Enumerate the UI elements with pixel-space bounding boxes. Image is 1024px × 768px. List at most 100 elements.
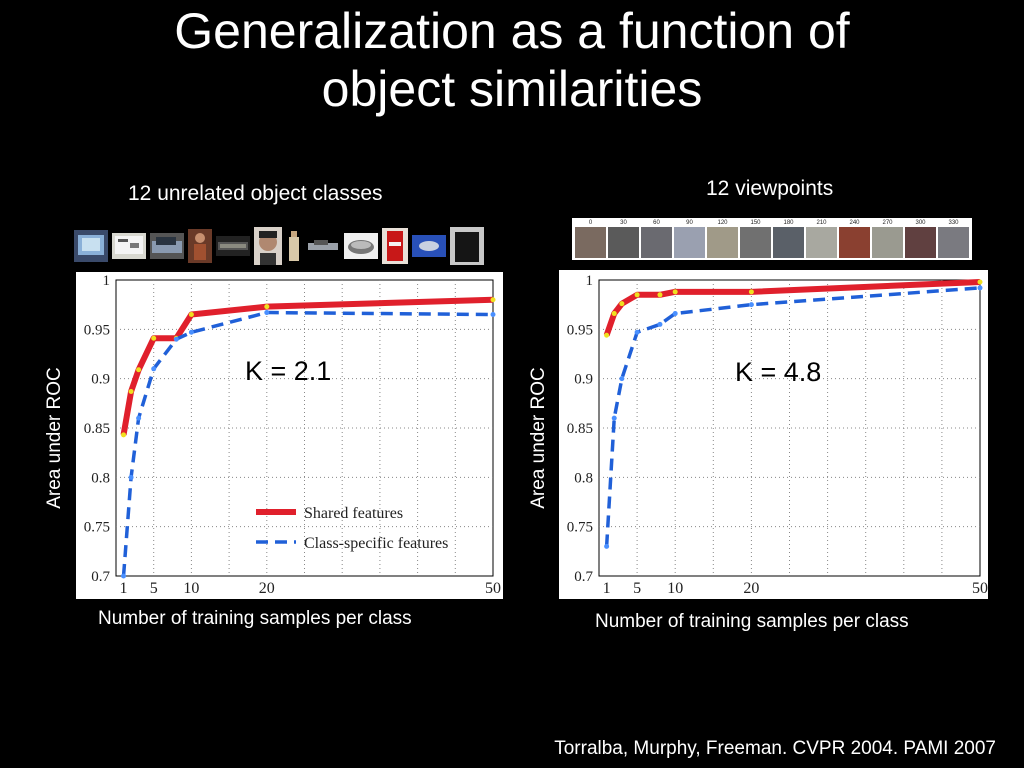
viewpoint-angle-label: 240 — [839, 220, 870, 227]
y-tick-label: 0.8 — [574, 470, 593, 486]
y-tick-label: 0.75 — [84, 520, 110, 536]
y-tick-label: 1 — [103, 273, 111, 289]
y-tick-label: 0.9 — [574, 372, 593, 388]
class-specific-data-point — [151, 366, 157, 372]
can-photo — [382, 228, 408, 264]
y-tick-label: 0.95 — [84, 322, 110, 338]
whiteboard-photo — [112, 233, 146, 259]
shared-data-point — [977, 279, 983, 285]
viewpoint-thumbnail: 60 — [641, 220, 672, 258]
viewpoint-angle-label: 30 — [608, 220, 639, 227]
viewpoint-angle-label: 180 — [773, 220, 804, 227]
class-specific-data-point — [619, 376, 625, 382]
viewpoint-angle-label: 90 — [674, 220, 705, 227]
viewpoint-thumbnail: 330 — [938, 220, 969, 258]
x-tick-label: 1 — [603, 580, 611, 597]
viewpoint-strip: 0 30 60 90 120 150 180 210 240 270 300 330 — [572, 218, 972, 260]
class-specific-data-point — [977, 285, 983, 291]
citation: Torralba, Murphy, Freeman. CVPR 2004. PA… — [554, 738, 996, 759]
y-tick-label: 0.85 — [567, 421, 593, 437]
viewpoint-thumbnail: 30 — [608, 220, 639, 258]
y-tick-label: 0.9 — [91, 372, 110, 388]
y-tick-label: 0.75 — [567, 520, 593, 536]
shared-data-point — [619, 301, 625, 307]
class-specific-data-point — [188, 329, 194, 335]
right-chart: 0.7 0.75 0.8 0.85 0.9 0.95 1 1 5 10 20 50 K = 4.8 — [559, 270, 988, 599]
shared-data-point — [604, 332, 610, 338]
viewpoint-angle-label: 210 — [806, 220, 837, 227]
mouse-photo — [344, 233, 378, 259]
left-x-axis-label: Number of training samples per class — [98, 608, 412, 629]
viewpoint-thumbnail: 180 — [773, 220, 804, 258]
bottle-photo — [286, 229, 302, 263]
x-tick-label: 10 — [183, 580, 199, 597]
x-tick-label: 10 — [667, 580, 683, 597]
keyboard-photo — [216, 236, 250, 256]
object-thumbnails — [74, 227, 484, 265]
shared-data-point — [136, 367, 142, 373]
k-value-label: K = 4.8 — [735, 357, 821, 387]
viewpoint-thumbnail: 150 — [740, 220, 771, 258]
y-tick-label: 0.85 — [84, 421, 110, 437]
class-specific-data-point — [136, 415, 142, 421]
class-specific-data-point — [748, 302, 754, 308]
y-tick-label: 0.8 — [91, 470, 110, 486]
slide-title: Generalization as a function of object s… — [0, 2, 1024, 118]
class-specific-features-line — [121, 310, 494, 577]
shared-data-point — [128, 388, 134, 394]
title-line-1: Generalization as a function of — [174, 3, 850, 59]
left-y-axis-label: Area under ROC — [44, 367, 65, 509]
k-value-label: K = 2.1 — [245, 356, 331, 386]
class-specific-data-point — [121, 573, 127, 579]
viewpoint-angle-label: 270 — [872, 220, 903, 227]
class-specific-features-line — [604, 286, 981, 547]
viewpoint-thumbnail: 300 — [905, 220, 936, 258]
monitor-photo — [74, 230, 108, 262]
viewpoint-thumbnail: 90 — [674, 220, 705, 258]
left-chart-svg: 0.7 0.75 0.8 0.85 0.9 0.95 1 1 5 10 20 50 K = 2.1 Sha… — [84, 273, 501, 597]
x-tick-label: 5 — [150, 580, 158, 597]
right-chart-svg: 0.7 0.75 0.8 0.85 0.9 0.95 1 1 5 10 20 50 K = 4.8 — [567, 273, 988, 597]
class-specific-data-point — [173, 336, 179, 342]
x-tick-label: 20 — [743, 580, 759, 597]
shared-data-point — [634, 292, 640, 298]
class-specific-data-point — [264, 310, 270, 316]
x-tick-label: 5 — [633, 580, 641, 597]
x-tick-label: 1 — [120, 580, 128, 597]
person-photo — [188, 229, 212, 263]
shared-data-point — [264, 304, 270, 310]
left-chart: 0.7 0.75 0.8 0.85 0.9 0.95 1 1 5 10 20 50 K = 2.1 Sha… — [76, 272, 503, 599]
viewpoint-thumbnail: 240 — [839, 220, 870, 258]
legend-class-specific-label: Class-specific features — [304, 535, 448, 552]
class-specific-data-point — [672, 311, 678, 317]
right-caption: 12 viewpoints — [706, 177, 834, 200]
car-side-photo — [306, 238, 340, 254]
left-caption: 12 unrelated object classes — [128, 182, 383, 205]
x-tick-label: 50 — [485, 580, 501, 597]
y-tick-label: 0.95 — [567, 322, 593, 338]
class-specific-data-point — [657, 321, 663, 327]
class-specific-data-point — [611, 415, 617, 421]
viewpoint-thumbnail: 0 — [575, 220, 606, 258]
viewpoint-thumbnail: 210 — [806, 220, 837, 258]
class-specific-data-point — [128, 474, 134, 480]
viewpoint-angle-label: 330 — [938, 220, 969, 227]
car-photo — [150, 233, 184, 259]
viewpoint-angle-label: 60 — [641, 220, 672, 227]
title-line-2: object similarities — [321, 61, 703, 117]
shared-features-line — [120, 296, 494, 436]
class-specific-data-point — [490, 312, 496, 318]
right-x-axis-label: Number of training samples per class — [595, 611, 909, 632]
trashcan-photo — [450, 227, 484, 265]
x-tick-label: 50 — [972, 580, 988, 597]
blue-object-photo — [412, 235, 446, 257]
y-tick-label: 0.7 — [574, 569, 593, 585]
shared-data-point — [748, 289, 754, 295]
shared-data-point — [490, 297, 496, 303]
viewpoint-angle-label: 0 — [575, 220, 606, 227]
right-y-axis-label: Area under ROC — [528, 367, 549, 509]
shared-data-point — [657, 292, 663, 298]
shared-data-point — [611, 311, 617, 317]
shared-data-point — [672, 289, 678, 295]
face-photo — [254, 227, 282, 265]
